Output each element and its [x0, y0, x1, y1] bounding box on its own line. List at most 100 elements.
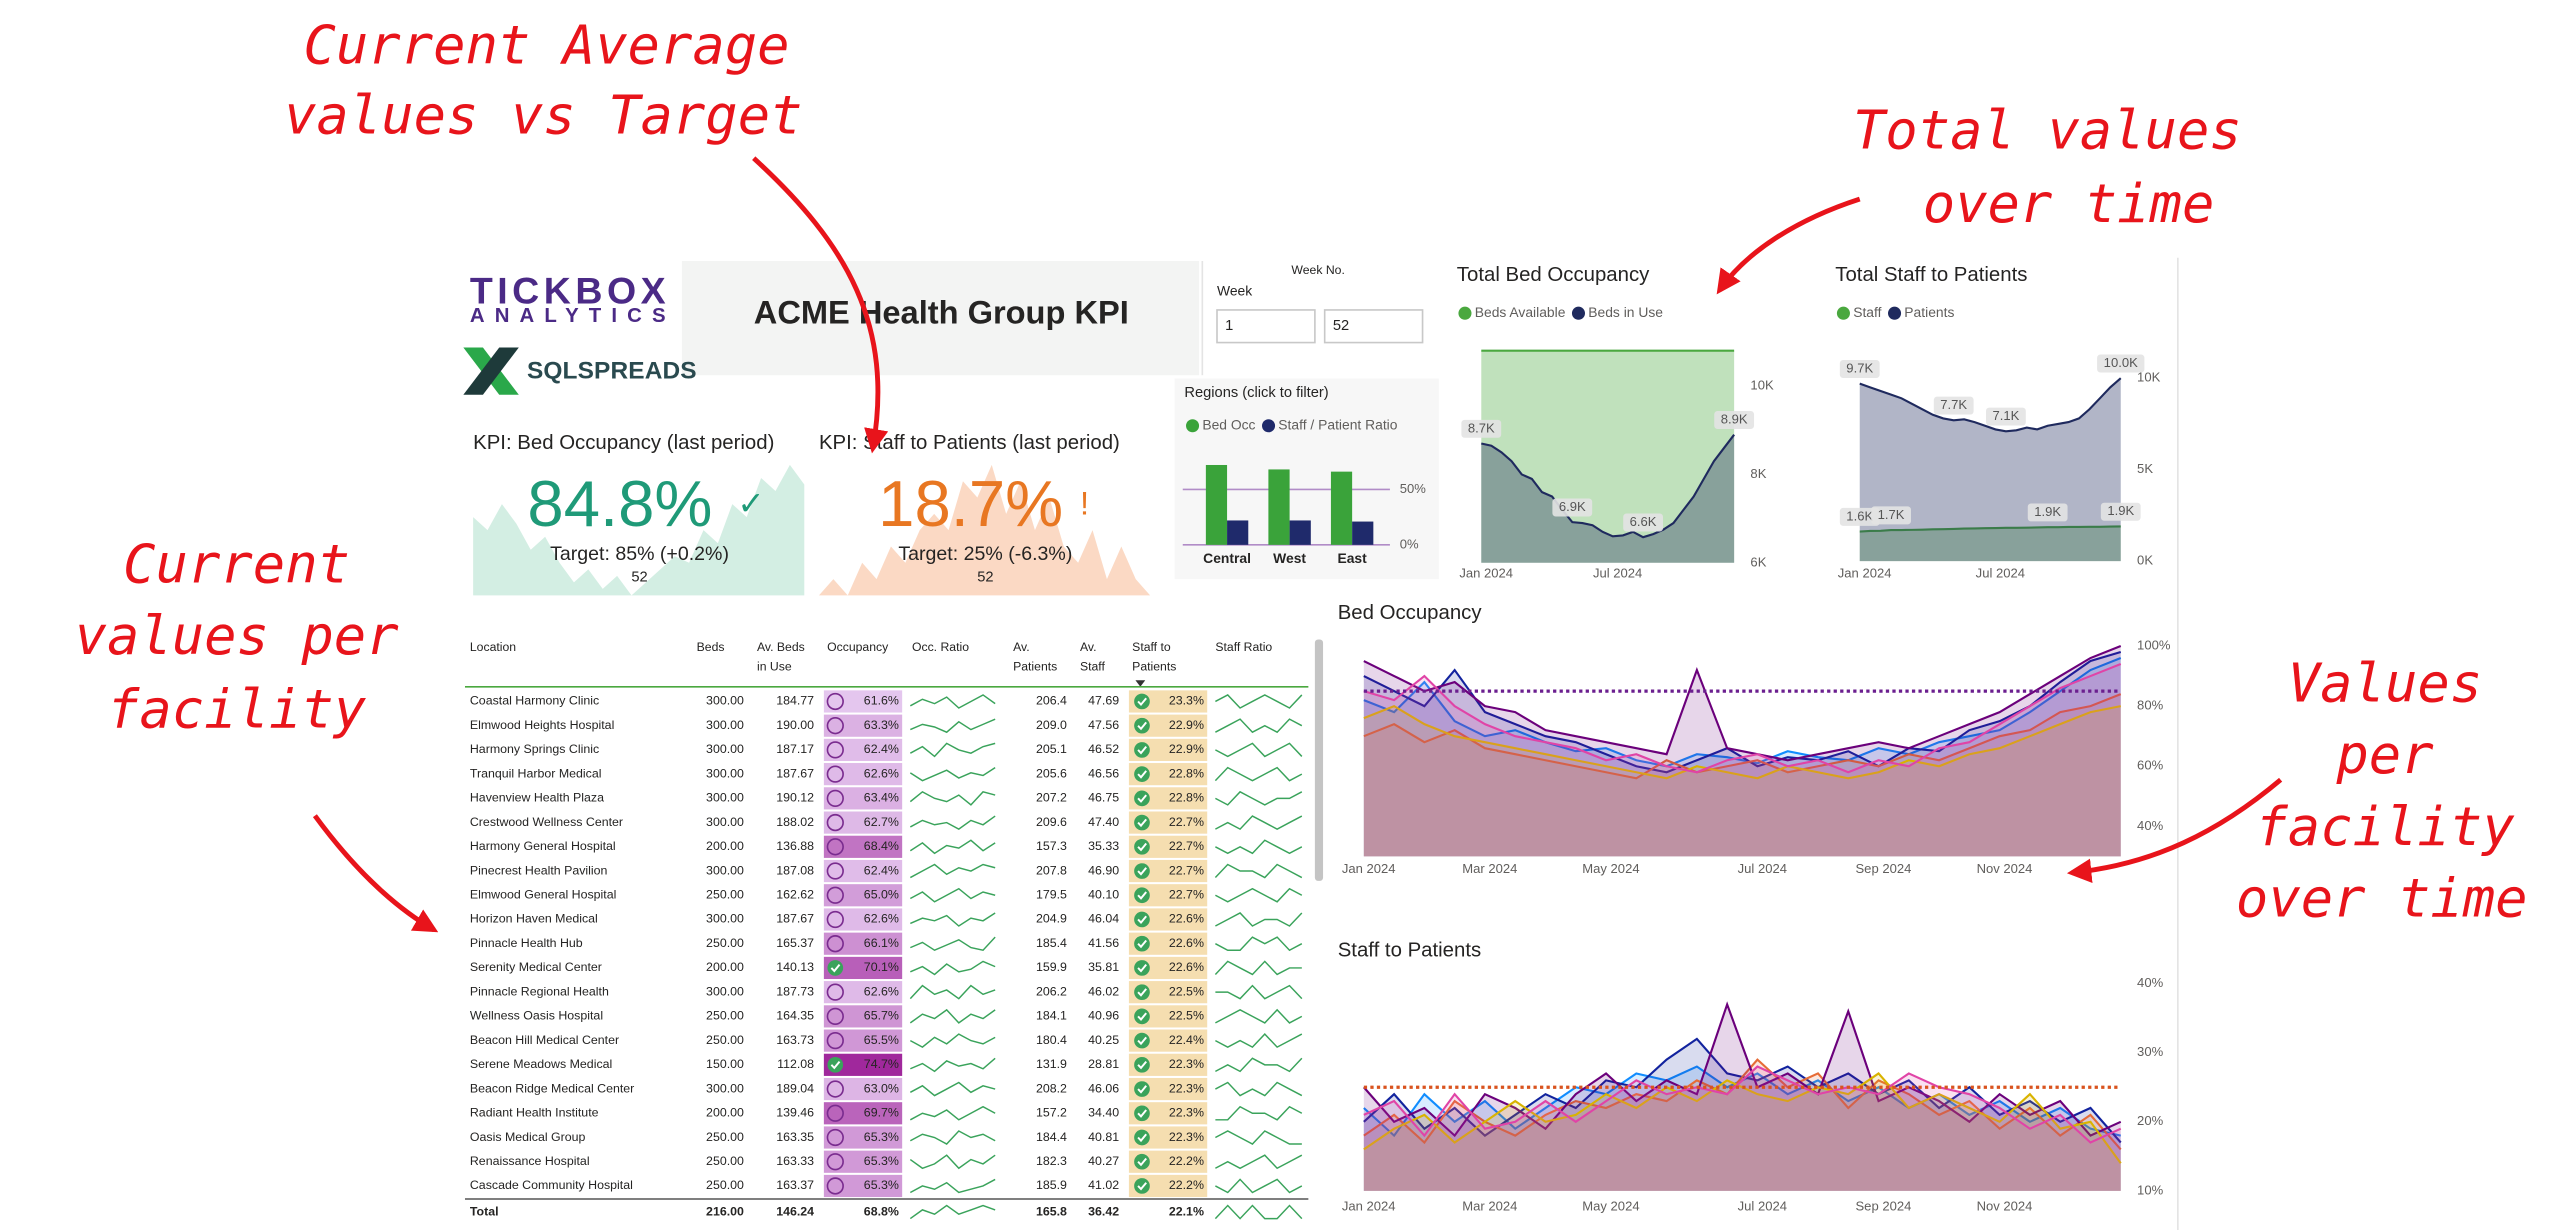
scrollbar[interactable] [1314, 639, 1324, 881]
staff-cell [1128, 1174, 1208, 1198]
table-cell[interactable]: Total [470, 1204, 499, 1218]
status-icon [1137, 1085, 1147, 1094]
column-header[interactable]: Patients [1013, 659, 1057, 673]
column-header[interactable]: in Use [757, 659, 792, 673]
table-cell[interactable]: Oasis Medical Group [470, 1130, 586, 1144]
status-icon [1134, 766, 1150, 782]
x-tick-label[interactable]: West [1273, 550, 1306, 566]
column-header[interactable]: Occ. Ratio [912, 640, 969, 654]
staff-cell [1128, 859, 1208, 883]
table-cell[interactable]: Havenview Health Plaza [470, 791, 604, 805]
status-icon [1137, 770, 1147, 779]
x-tick-label[interactable]: Central [1203, 550, 1251, 566]
table-cell[interactable]: Pinecrest Health Pavilion [470, 863, 608, 877]
bar[interactable] [1330, 471, 1353, 545]
table-cell: 300.00 [706, 912, 744, 926]
input-box[interactable] [1323, 309, 1424, 344]
column-header[interactable]: Staff to [1132, 640, 1171, 654]
legend-label[interactable]: Staff [1853, 304, 1881, 320]
bar[interactable] [1227, 520, 1249, 545]
column-header[interactable]: Staff [1080, 659, 1106, 673]
input-value[interactable]: 52 [1333, 318, 1349, 334]
sparkline [1214, 960, 1302, 976]
column-header[interactable]: Occupancy [827, 640, 889, 654]
table-cell[interactable]: Serene Meadows Medical [470, 1057, 612, 1071]
y-tick-label: 100% [2137, 637, 2171, 652]
input-box[interactable] [1216, 309, 1316, 344]
column-header[interactable]: Av. Beds [757, 640, 805, 654]
input-value[interactable]: 1 [1225, 318, 1233, 334]
table-cell: 165.8 [1036, 1204, 1067, 1218]
staff-cell [1128, 956, 1208, 980]
table-cell: 185.9 [1036, 1178, 1067, 1192]
column-header[interactable]: Av. [1080, 640, 1097, 654]
table-cell[interactable]: Harmony Springs Clinic [470, 742, 599, 756]
column-header[interactable]: Av. [1013, 640, 1030, 654]
bar[interactable] [1289, 520, 1311, 545]
x-tick-label[interactable]: East [1337, 550, 1367, 566]
sort-indicator [1135, 680, 1146, 687]
column-header[interactable]: Staff Ratio [1215, 640, 1272, 654]
table-cell[interactable]: Pinnacle Health Hub [470, 936, 583, 950]
table-cell[interactable]: Elmwood General Hospital [470, 888, 617, 902]
table-cell: 182.3 [1036, 1154, 1067, 1168]
table-cell[interactable]: Renaissance Hospital [470, 1154, 590, 1168]
occupancy-cell [823, 787, 903, 810]
table-cell[interactable]: Elmwood Heights Hospital [470, 718, 614, 732]
x-tick-label: Jul 2024 [1738, 1199, 1787, 1214]
legend-dot[interactable] [1571, 306, 1586, 320]
table-cell: 22.9% [1169, 718, 1204, 732]
table-cell[interactable]: Pinnacle Regional Health [470, 984, 609, 998]
table-cell: 68.8% [864, 1204, 899, 1218]
table-cell[interactable]: Harmony General Hospital [470, 839, 616, 853]
column-header[interactable]: Location [470, 640, 516, 654]
sparkline [1215, 887, 1303, 903]
legend-dot[interactable] [1262, 419, 1276, 433]
legend-label[interactable]: Staff / Patient Ratio [1278, 416, 1397, 432]
annotation: over time [1923, 172, 2215, 235]
table-cell[interactable]: Crestwood Wellness Center [470, 815, 623, 829]
legend-dot[interactable] [1888, 306, 1902, 320]
table-cell: 163.37 [776, 1178, 814, 1192]
bar[interactable] [1205, 464, 1228, 545]
legend-label[interactable]: Patients [1904, 304, 1954, 320]
table-cell[interactable]: Beacon Hill Medical Center [470, 1033, 619, 1047]
table-cell: 131.9 [1036, 1057, 1067, 1071]
table-cell: 207.8 [1036, 863, 1067, 877]
table-cell[interactable]: Cascade Community Hospital [470, 1178, 633, 1192]
table-cell: 300.00 [706, 863, 744, 877]
table-cell[interactable]: Coastal Harmony Clinic [470, 694, 599, 708]
occupancy-cell [823, 1150, 903, 1173]
legend-label[interactable]: Beds in Use [1588, 304, 1663, 320]
legend-label[interactable]: Bed Occ [1202, 416, 1255, 432]
table-cell: 70.1% [864, 960, 899, 974]
table-cell[interactable]: Tranquil Harbor Medical [470, 766, 602, 780]
legend-dot[interactable] [1458, 306, 1472, 320]
table-cell: 188.02 [776, 815, 814, 829]
table-cell[interactable]: Serenity Medical Center [470, 960, 602, 974]
value-label: 7.1K [1992, 408, 2019, 423]
title-panel [681, 261, 1200, 376]
table-cell: 40.25 [1088, 1033, 1119, 1047]
table-cell[interactable]: Wellness Oasis Hospital [470, 1009, 603, 1023]
legend-dot[interactable] [1186, 419, 1200, 433]
legend-dot[interactable] [1836, 306, 1850, 320]
legend-label[interactable]: Beds Available [1475, 304, 1566, 320]
table-cell[interactable]: Radiant Health Institute [470, 1106, 599, 1120]
chart-title: Bed Occupancy [1338, 602, 1483, 624]
table-cell: 46.52 [1088, 742, 1119, 756]
table-cell: 65.0% [864, 888, 899, 902]
value-label-box [1871, 506, 1911, 525]
bar[interactable] [1352, 521, 1374, 545]
table-cell[interactable]: Horizon Haven Medical [470, 912, 598, 926]
table-cell[interactable]: Beacon Ridge Medical Center [470, 1081, 634, 1095]
bar[interactable] [1268, 469, 1290, 545]
staff-cell [1128, 811, 1208, 834]
column-header[interactable]: Patients [1132, 659, 1176, 673]
value-label: 9.7K [1846, 360, 1873, 375]
table-cell: 61.6% [864, 694, 899, 708]
table-cell: 300.00 [706, 766, 744, 780]
column-header[interactable]: Beds [697, 640, 725, 654]
series-line [1859, 377, 2122, 433]
sparkline [909, 694, 996, 709]
